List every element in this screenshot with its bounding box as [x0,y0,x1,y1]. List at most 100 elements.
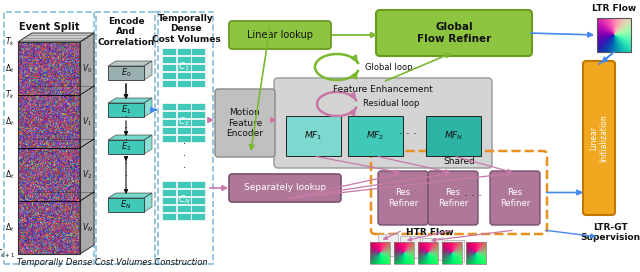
FancyBboxPatch shape [378,171,428,225]
Bar [177,135,191,142]
Text: $V_N$: $V_N$ [82,221,93,234]
Text: Res
Refiner: Res Refiner [500,188,530,208]
Bar [191,111,205,118]
Bar [191,213,205,220]
Bar [162,213,176,220]
Bar [597,18,631,52]
Text: $C_1$: $C_1$ [178,61,190,73]
Text: ·
·
·: · · · [125,159,127,193]
Text: Event Split: Event Split [19,22,79,32]
Bar [162,80,176,87]
Bar [162,181,176,188]
Text: Temporally
Dense
Cost Volumes: Temporally Dense Cost Volumes [152,14,220,44]
Text: LTR-GT
Supervision: LTR-GT Supervision [580,222,640,242]
Bar [394,242,414,264]
Polygon shape [144,193,152,212]
Polygon shape [144,135,152,154]
Bar [162,111,176,118]
Text: $T_k$: $T_k$ [5,36,15,48]
Bar [162,56,176,63]
Bar [177,72,191,79]
Text: $E_2$: $E_2$ [121,141,131,153]
Polygon shape [108,135,152,140]
FancyBboxPatch shape [229,21,331,49]
Bar [191,72,205,79]
Text: Shared: Shared [443,157,475,166]
Text: $V_1$: $V_1$ [82,115,92,128]
Polygon shape [80,33,94,254]
Bar [162,127,176,134]
Text: $\Delta_t$: $\Delta_t$ [5,168,15,181]
Text: $T_{k+1}$: $T_{k+1}$ [0,248,15,260]
Bar [444,240,464,262]
Bar [96,12,158,264]
Polygon shape [144,98,152,117]
Bar [191,127,205,134]
Text: Feature Enhancement: Feature Enhancement [333,85,433,94]
Text: $\Delta_t$: $\Delta_t$ [5,221,15,234]
Bar [108,66,144,80]
Bar [108,103,144,117]
Text: $C_N$: $C_N$ [177,194,191,206]
Text: Temporally Dense Cost Volumes Construction: Temporally Dense Cost Volumes Constructi… [17,258,207,267]
Text: Motion
Feature
Encoder: Motion Feature Encoder [227,108,264,138]
Text: ·
·
·: · · · [125,112,127,145]
Bar [426,116,481,156]
Bar [162,135,176,142]
Bar [191,56,205,63]
Bar [191,135,205,142]
Polygon shape [144,61,152,80]
Text: Res
Refiner: Res Refiner [438,188,468,208]
Text: $V_0$: $V_0$ [82,62,92,75]
Bar [162,103,176,110]
Polygon shape [108,98,152,103]
Bar [466,242,486,264]
Bar [155,12,213,264]
Text: Separately lookup: Separately lookup [244,184,326,193]
Text: Global
Flow Refiner: Global Flow Refiner [417,22,491,44]
Text: Global loop: Global loop [365,63,413,72]
Text: LTR Flow: LTR Flow [592,4,636,13]
Text: $C_2$: $C_2$ [178,116,190,128]
Bar [108,198,144,212]
Bar [191,197,205,204]
Bar [442,242,462,264]
Text: $E_N$: $E_N$ [120,199,132,211]
Bar [177,48,191,55]
Bar [162,197,176,204]
Text: Encode
And
Correlation: Encode And Correlation [97,17,155,47]
Bar [177,64,191,71]
Text: $\Delta_t$: $\Delta_t$ [5,115,15,128]
Polygon shape [18,33,94,42]
Bar [162,64,176,71]
Text: $V_2$: $V_2$ [82,168,92,181]
Text: Residual loop: Residual loop [363,100,419,109]
Text: $MF_2$: $MF_2$ [366,130,385,142]
Text: $MF_N$: $MF_N$ [444,130,463,142]
FancyBboxPatch shape [376,10,532,56]
Bar [177,119,191,126]
Text: Linear lookup: Linear lookup [247,30,313,40]
Bar [177,189,191,196]
FancyBboxPatch shape [428,171,478,225]
Text: HTR Flow: HTR Flow [406,228,454,237]
FancyBboxPatch shape [274,78,492,168]
Bar [177,181,191,188]
Bar [191,64,205,71]
Text: · · ·: · · · [464,191,482,201]
Bar [191,181,205,188]
Bar [191,119,205,126]
Bar [177,197,191,204]
Bar [162,205,176,212]
Bar [177,56,191,63]
Bar [177,80,191,87]
Bar [370,242,390,264]
Bar [177,111,191,118]
Bar [418,242,438,264]
Bar [177,127,191,134]
Bar [162,119,176,126]
Bar [191,205,205,212]
Bar [348,116,403,156]
Bar [378,234,398,256]
Text: $E_1$: $E_1$ [121,104,131,116]
